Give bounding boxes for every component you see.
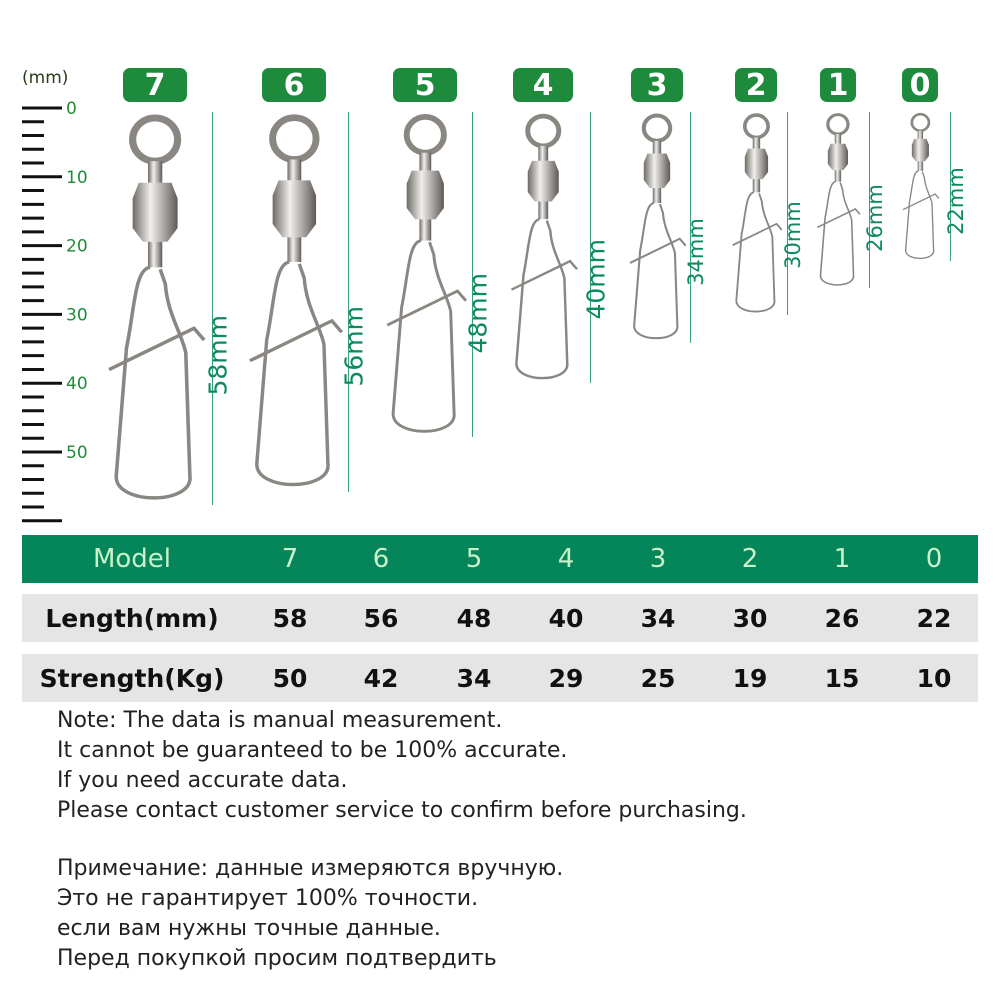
note-line: If you need accurate data. xyxy=(57,768,348,793)
dimension-line xyxy=(690,112,691,343)
length-label: 48mm xyxy=(463,272,493,354)
swivel-snap-image xyxy=(108,114,206,500)
note-line: Перед покупкой просим подтвердить xyxy=(57,946,497,971)
model-badge: 5 xyxy=(393,68,457,103)
length-label: 22mm xyxy=(944,167,968,236)
table-cell: 6 xyxy=(372,544,390,574)
model-badge: 3 xyxy=(631,68,683,103)
dimension-line xyxy=(869,112,870,289)
note-line: Примечание: данные измеряются вручную. xyxy=(57,856,564,881)
table-cell: 4 xyxy=(557,544,575,574)
ruler-unit-label: (mm) xyxy=(22,68,69,88)
table-cell: 34 xyxy=(640,603,676,633)
dimension-line xyxy=(348,112,349,492)
table-cell: 30 xyxy=(732,603,768,633)
swivel-snap-image xyxy=(817,113,861,286)
ruler-tick-label: 0 xyxy=(66,99,77,119)
table-cell: 10 xyxy=(916,663,952,693)
ruler-tick-label: 40 xyxy=(66,374,88,394)
length-label: 26mm xyxy=(863,184,887,253)
swivel-snap-image xyxy=(902,112,940,260)
table-cell: 50 xyxy=(272,663,308,693)
note-line: Это не гарантирует 100% точности. xyxy=(57,886,479,911)
table-cell: 34 xyxy=(456,663,492,693)
notes-english: Note: The data is manual measurement. It… xyxy=(57,706,747,826)
length-label: 58mm xyxy=(203,314,233,396)
table-cell: 25 xyxy=(640,663,676,693)
dimension-line xyxy=(590,112,591,384)
table-cell: 7 xyxy=(281,544,299,574)
swivel-snap-image xyxy=(510,113,578,380)
note-line: Please contact customer service to confi… xyxy=(57,798,747,823)
table-cell: 3 xyxy=(649,544,667,574)
note-line: если вам нужны точные данные. xyxy=(57,916,441,941)
length-label: 34mm xyxy=(684,218,708,286)
table-cell: 5 xyxy=(465,544,483,574)
table-cell: 15 xyxy=(824,663,860,693)
length-label: 30mm xyxy=(781,201,805,269)
table-cell: 1 xyxy=(833,544,851,574)
table-cell: 40 xyxy=(548,603,584,633)
row-label: Length(mm) xyxy=(45,603,219,633)
table-cell: 42 xyxy=(363,663,399,693)
dimension-line xyxy=(472,112,473,438)
row-label: Model xyxy=(92,544,172,574)
table-cell: 56 xyxy=(363,603,399,633)
ruler: 0 10 20 30 40 50 xyxy=(22,99,88,523)
model-badge: 1 xyxy=(820,68,856,103)
table-cell: 58 xyxy=(272,603,308,633)
table-cell: 29 xyxy=(548,663,584,693)
ruler-tick-label: 10 xyxy=(66,168,88,188)
table-row-strength: Strength(Kg) 50 42 34 29 25 19 15 10 xyxy=(22,654,978,702)
notes-russian: Примечание: данные измеряются вручную. Э… xyxy=(57,854,563,974)
table-cell: 0 xyxy=(925,544,943,574)
row-label: Strength(Kg) xyxy=(39,663,225,693)
table-cell: 26 xyxy=(824,603,860,633)
note-line: Note: The data is manual measurement. xyxy=(57,708,503,733)
swivel-snap-image xyxy=(248,114,343,487)
model-badge: 7 xyxy=(123,68,187,103)
table-cell: 19 xyxy=(732,663,768,693)
length-label: 40mm xyxy=(581,239,611,320)
table-cell: 2 xyxy=(741,544,759,574)
swivel-snap-image xyxy=(386,114,467,433)
dimension-line xyxy=(950,112,951,262)
note-line: It cannot be guaranteed to be 100% accur… xyxy=(57,738,568,763)
ruler-tick-label: 20 xyxy=(66,237,88,257)
table-header-row: Model 7 6 5 4 3 2 1 0 xyxy=(22,535,978,583)
swivel-snap-image xyxy=(731,113,783,313)
ruler-tick-label: 30 xyxy=(66,305,88,325)
swivel-snap-image xyxy=(629,113,687,340)
model-badge: 6 xyxy=(262,68,326,103)
model-badge: 4 xyxy=(513,68,573,103)
length-label: 56mm xyxy=(339,306,369,387)
table-cell: 48 xyxy=(456,603,492,633)
model-badge: 2 xyxy=(735,68,777,103)
table-row-length: Length(mm) 58 56 48 40 34 30 26 22 xyxy=(22,594,978,642)
table-cell: 22 xyxy=(916,603,952,633)
model-badge: 0 xyxy=(902,68,938,103)
dimension-line xyxy=(787,112,788,316)
ruler-tick-label: 50 xyxy=(66,443,88,463)
dimension-line xyxy=(212,112,213,506)
